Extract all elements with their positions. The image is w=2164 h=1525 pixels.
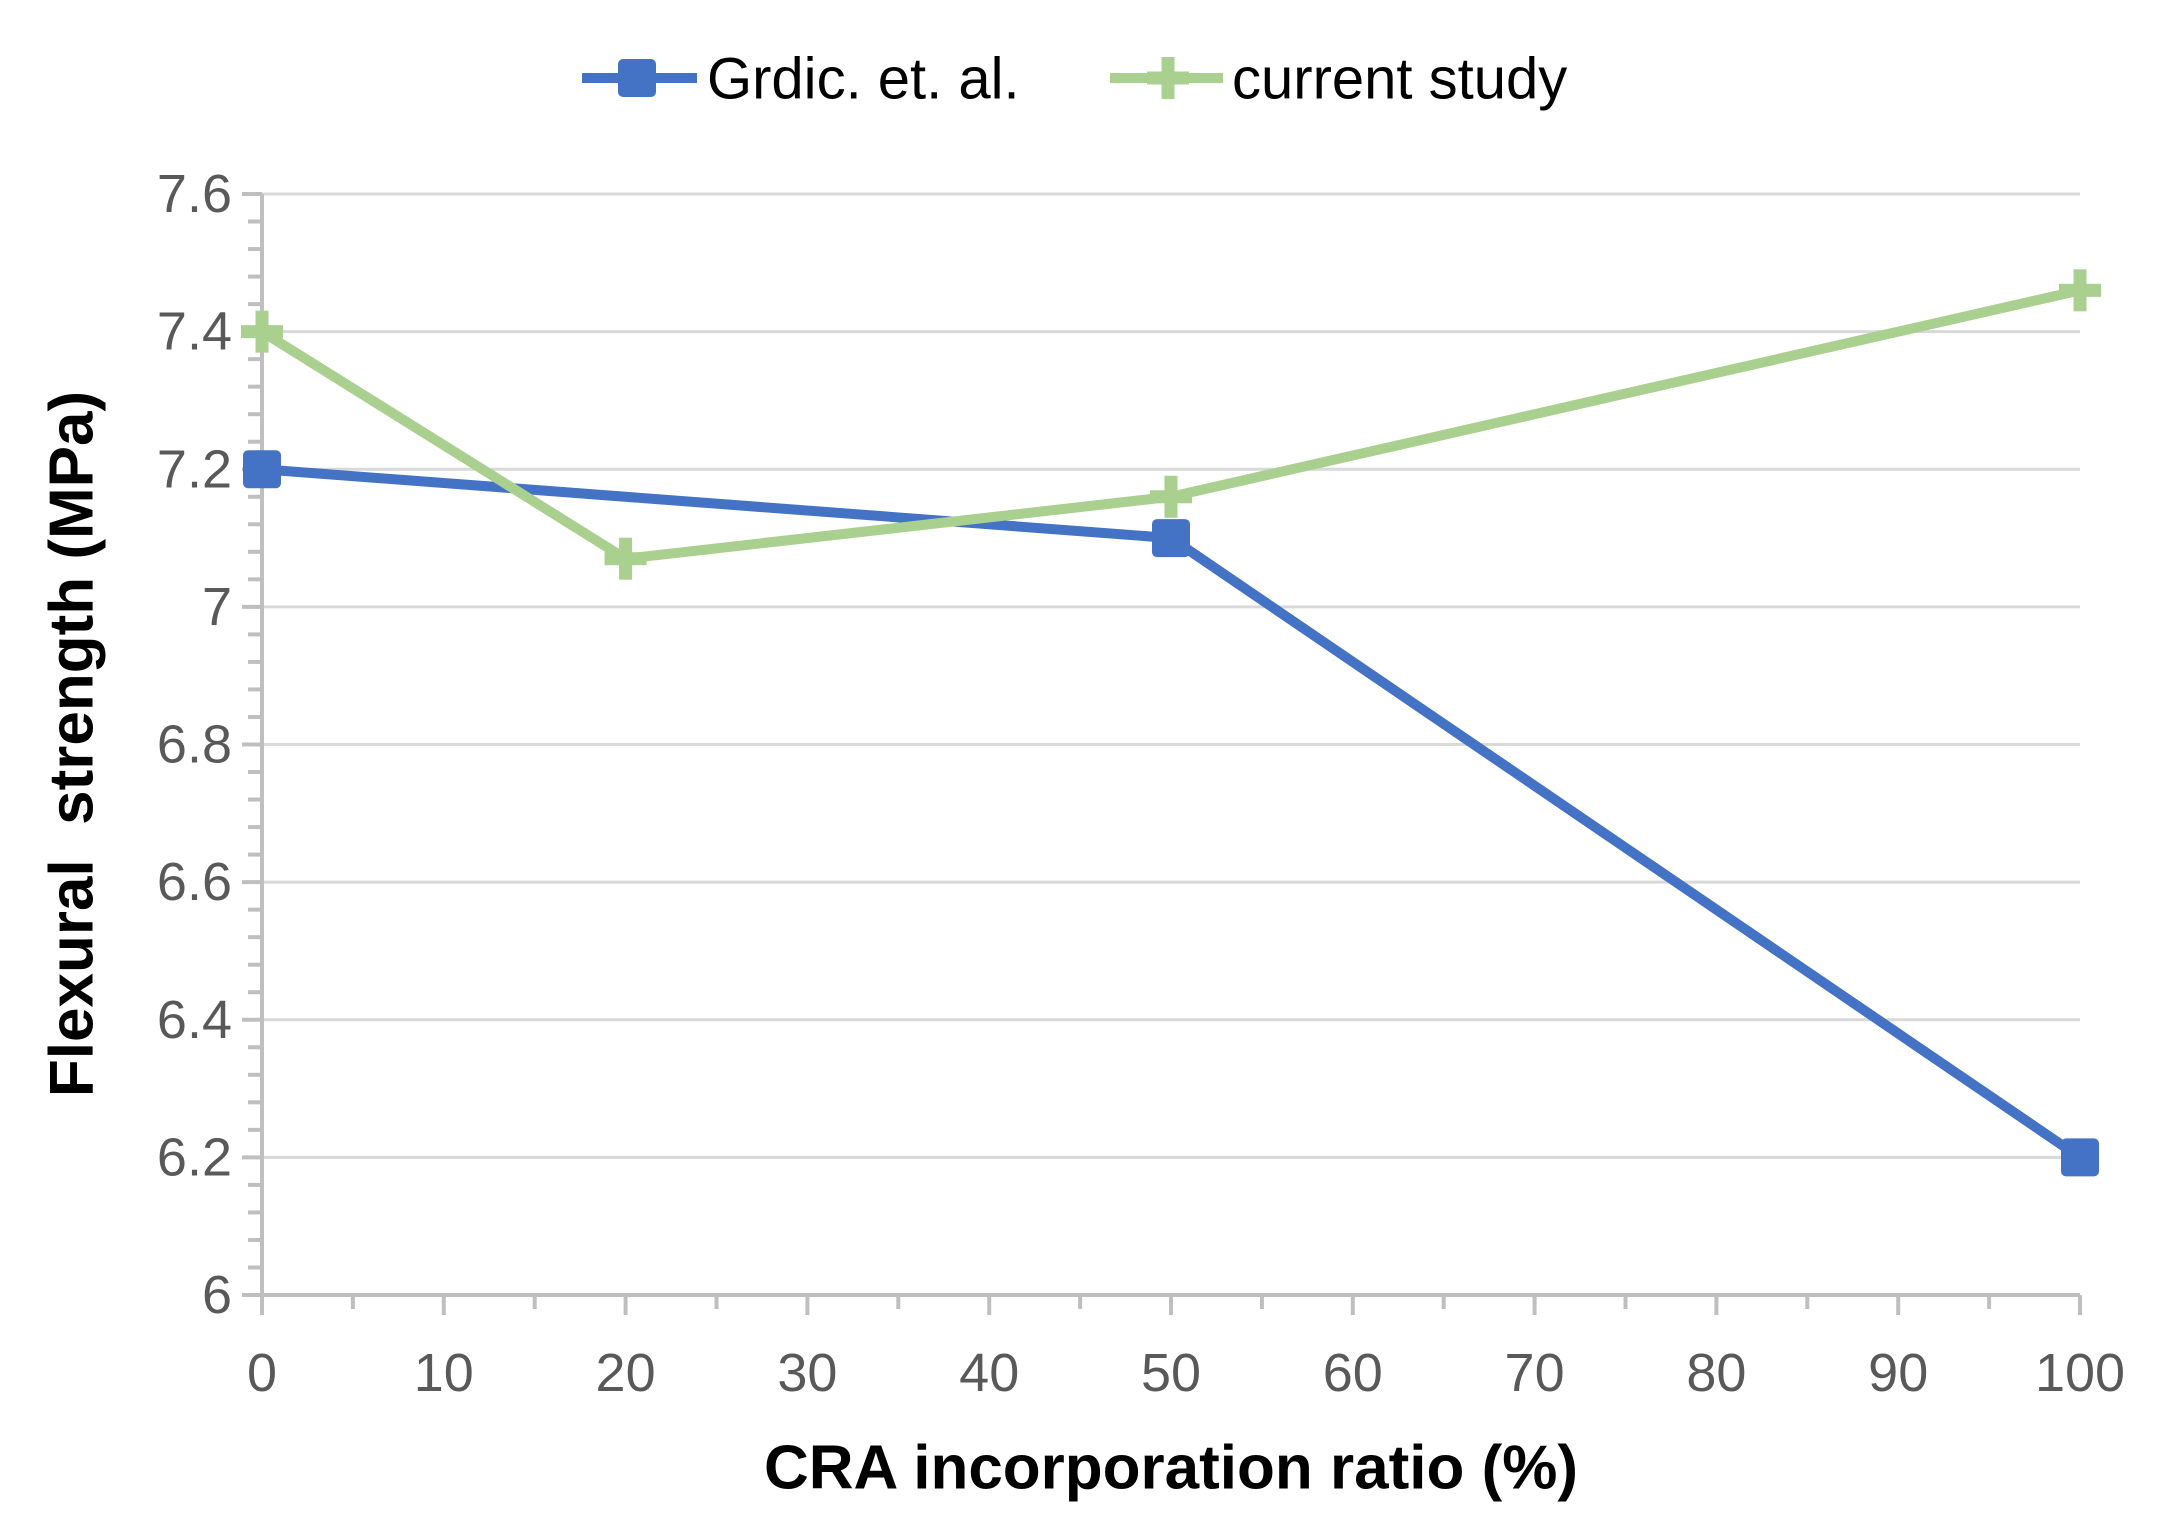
- legend: Grdic. et. al. current study: [582, 47, 1567, 112]
- y-tick-label: 7.6: [157, 164, 232, 224]
- y-tick-label: 6: [202, 1265, 232, 1325]
- x-tick-label: 10: [414, 1343, 474, 1403]
- plus-marker-v: [1164, 475, 1178, 518]
- x-tick-label: 20: [596, 1343, 656, 1403]
- legend-item-current-study: current study: [1110, 47, 1567, 112]
- x-tick-label: 80: [1686, 1343, 1746, 1403]
- plus-marker-v: [255, 310, 269, 353]
- x-tick-label: 30: [777, 1343, 837, 1403]
- plus-marker-v: [619, 537, 633, 580]
- y-tick-label: 7.4: [157, 302, 232, 362]
- x-tick-label: 60: [1323, 1343, 1383, 1403]
- series-line-1: [259, 285, 2082, 564]
- x-tick-label: 50: [1141, 1343, 1201, 1403]
- x-tick-label: 100: [2035, 1343, 2125, 1403]
- legend-item-grdic-et-al: Grdic. et. al.: [582, 47, 1020, 112]
- plot-area: 6 6.2 6.4 6.6 6.8 7 7.2 7.4 7.6 0 10 20 30 40 50 60 70 80…: [157, 164, 2125, 1403]
- legend-label-current: current study: [1232, 47, 1567, 112]
- square-marker: [1152, 519, 1190, 558]
- legend-square-marker: [618, 59, 656, 97]
- x-tick-label: 40: [959, 1343, 1019, 1403]
- square-marker: [243, 450, 281, 489]
- x-tick-label: 90: [1868, 1343, 1928, 1403]
- x-tick-label: 0: [247, 1343, 277, 1403]
- y-tick-label: 6.6: [157, 852, 232, 912]
- x-tick-label: 70: [1505, 1343, 1565, 1403]
- plus-marker-v: [2073, 269, 2087, 312]
- y-tick-label: 7: [202, 577, 232, 637]
- y-tick-label: 6.2: [157, 1127, 232, 1187]
- y-tick-label: 7.2: [157, 439, 232, 499]
- square-marker: [2061, 1138, 2099, 1177]
- y-tick-label: 6.8: [157, 715, 232, 775]
- legend-label-grdic: Grdic. et. al.: [707, 47, 1020, 112]
- legend-plus-marker: [1147, 57, 1189, 99]
- x-axis-title: CRA incorporation ratio (%): [764, 1434, 1578, 1503]
- y-tick-label: 6.4: [157, 990, 232, 1050]
- y-axis-title: Flexural strength (MPa): [38, 391, 107, 1097]
- series-line-0: [261, 464, 2083, 1162]
